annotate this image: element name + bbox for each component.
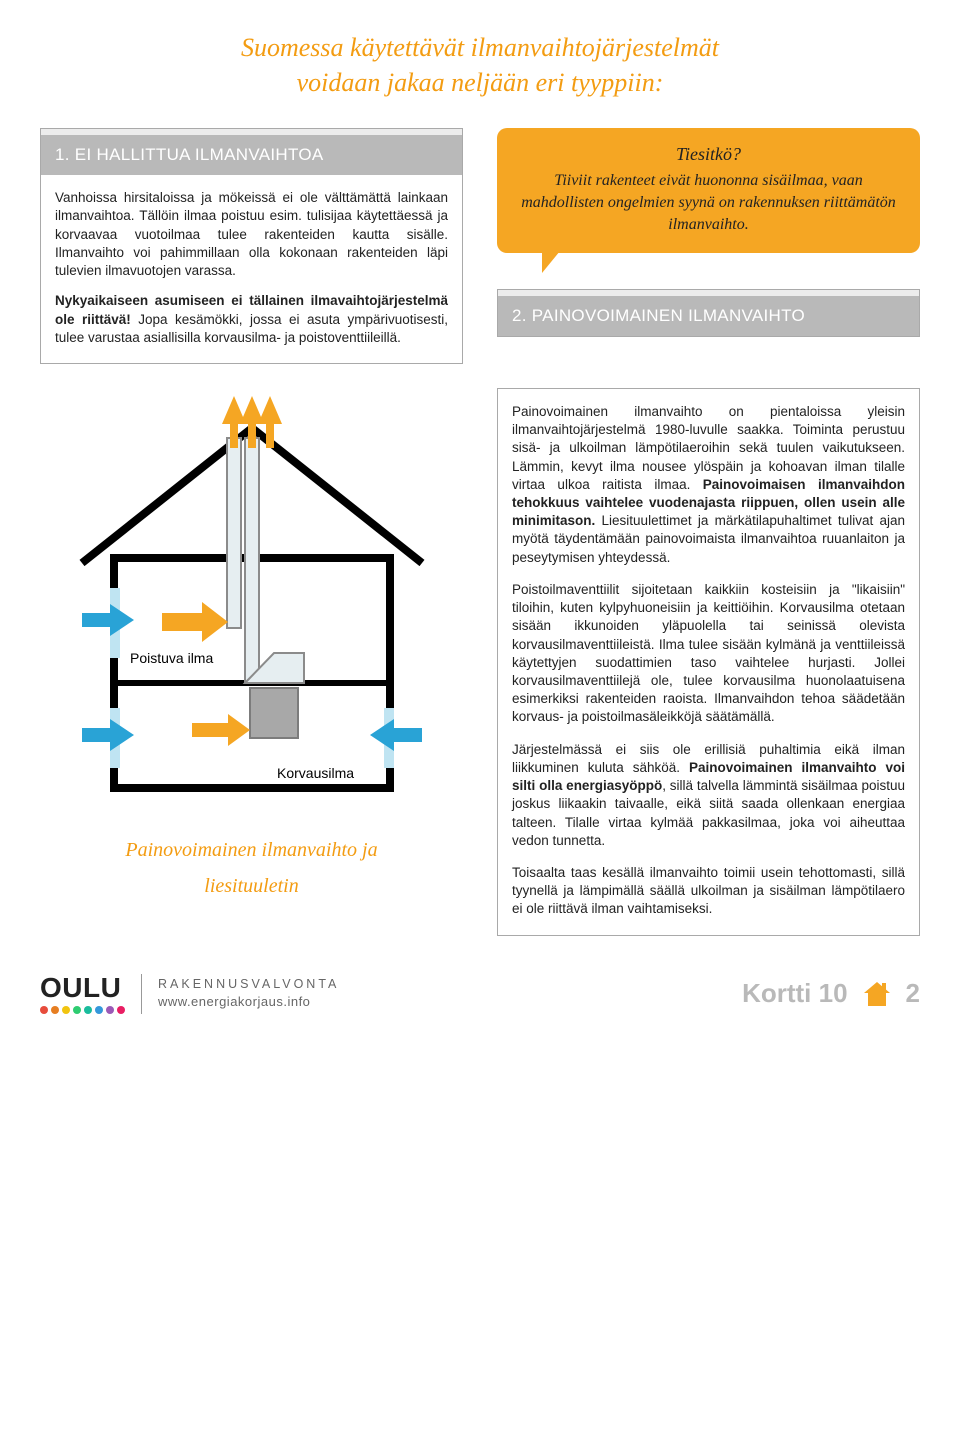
rc-p1: Painovoimainen ilmanvaihto on pientalois… [512, 403, 905, 567]
footer-kortti: Kortti 10 [742, 978, 847, 1009]
diagram-label-in: Korvausilma [277, 765, 354, 781]
rc-p4: Toisaalta taas kesällä ilmanvaihto toimi… [512, 864, 905, 919]
card1-title: 1. EI HALLITTUA ILMANVAIHTOA [41, 129, 462, 175]
footer-page-number: 2 [906, 978, 920, 1009]
caption-l1: Painovoimainen ilmanvaihto ja [125, 839, 377, 861]
callout-text: Tiiviit rakenteet eivät huononna sisäilm… [515, 170, 902, 235]
card-type-1: 1. EI HALLITTUA ILMANVAIHTOA Vanhoissa h… [40, 128, 463, 364]
footer-brand: OULU [40, 974, 125, 1014]
headline-line1: Suomessa käytettävät ilmanvaihtojärjeste… [241, 33, 719, 62]
page-headline: Suomessa käytettävät ilmanvaihtojärjeste… [40, 30, 920, 100]
diagram-caption: Painovoimainen ilmanvaihto ja liesituule… [125, 832, 377, 904]
footer-logo-text: OULU [40, 974, 125, 1002]
ventilation-diagram: Poistuva ilma Korvausilma [52, 388, 452, 818]
card1-p2: Nykyaikaiseen asumiseen ei tällainen ilm… [55, 292, 448, 347]
callout-title: Tiesitkö? [515, 142, 902, 166]
card1-p1: Vanhoissa hirsitaloissa ja mökeissä ei o… [55, 189, 448, 280]
diagram-label-out: Poistuva ilma [130, 650, 213, 666]
brand-dots [40, 1006, 125, 1014]
card-type-2-body: Painovoimainen ilmanvaihto on pientalois… [497, 388, 920, 936]
footer-sub2: www.energiakorjaus.info [158, 993, 339, 1011]
page-footer: OULU RAKENNUSVALVONTA www.energiakorjaus… [0, 956, 960, 1040]
footer-divider [141, 974, 142, 1014]
card2-title: 2. PAINOVOIMAINEN ILMANVAIHTO [498, 290, 919, 336]
caption-l2: liesituuletin [204, 875, 298, 897]
headline-line2: voidaan jakaa neljään eri tyyppiin: [297, 68, 664, 97]
footer-sub1: RAKENNUSVALVONTA [158, 976, 339, 994]
house-icon [862, 980, 892, 1008]
rc-p2: Poistoilmaventtiilit sijoitetaan kaikkii… [512, 581, 905, 727]
footer-subtext: RAKENNUSVALVONTA www.energiakorjaus.info [158, 976, 339, 1012]
tiesitko-callout: Tiesitkö? Tiiviit rakenteet eivät huonon… [497, 128, 920, 253]
card-type-2-header: 2. PAINOVOIMAINEN ILMANVAIHTO [497, 289, 920, 337]
rc-p3: Järjestelmässä ei siis ole erillisiä puh… [512, 741, 905, 850]
